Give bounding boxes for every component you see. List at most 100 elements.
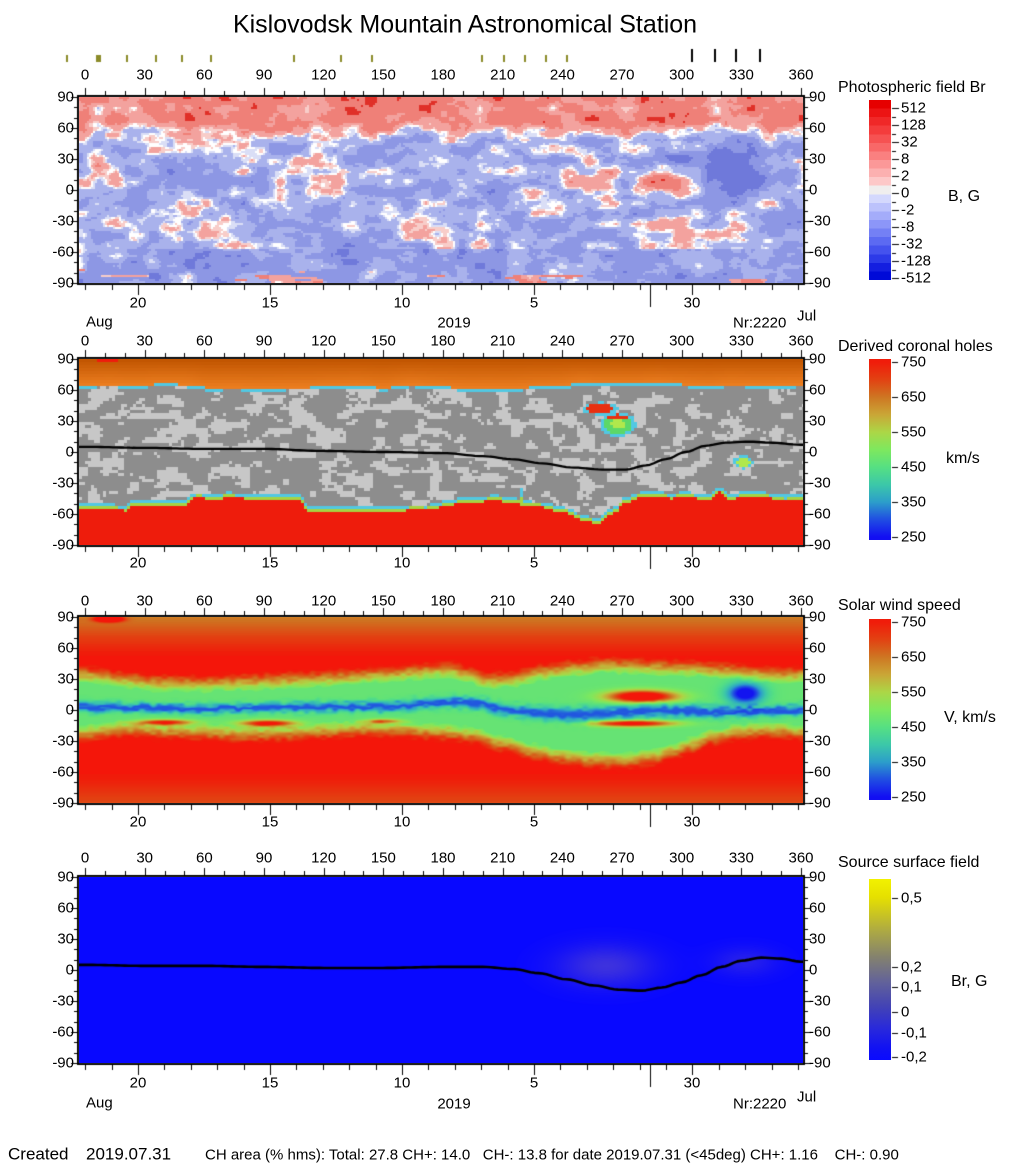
year-label: 2019 — [437, 314, 471, 332]
lon-tick-label: 180 — [430, 332, 456, 350]
source-surface-field-map — [79, 877, 803, 1063]
lat-tick-label: 0 — [809, 961, 818, 979]
lon-tick-label: 210 — [490, 332, 516, 350]
colorbar-tick-label: 0 — [901, 184, 910, 202]
lat-tick-label: -90 — [52, 794, 74, 812]
date-tick-label: 10 — [393, 813, 411, 831]
date-tick-label: 5 — [529, 554, 539, 572]
figure-title: Kislovodsk Mountain Astronomical Station — [232, 10, 698, 39]
colorbar-title-solar-wind: Solar wind speed — [838, 597, 961, 614]
lon-tick-label: 90 — [255, 849, 273, 867]
lon-tick-label: 270 — [609, 849, 635, 867]
lat-tick-label: 90 — [57, 350, 74, 368]
lon-tick-label: 0 — [80, 849, 90, 867]
lat-tick-label: 30 — [809, 412, 826, 430]
colorbar-tick-label: 750 — [901, 353, 927, 371]
rotation-number-label: Nr:2220 — [733, 314, 787, 332]
colorbar-unit-source-surface: Br, G — [951, 973, 988, 990]
lat-tick-label: -30 — [52, 992, 74, 1010]
lat-tick-label: 0 — [65, 701, 74, 719]
lat-tick-label: 60 — [809, 899, 826, 917]
lon-tick-label: 360 — [788, 849, 814, 867]
solar-wind-speed-map — [79, 617, 803, 803]
lon-tick-label: 120 — [311, 849, 337, 867]
lat-tick-label: -30 — [52, 474, 74, 492]
colorbar-title-photospheric: Photospheric field Br — [838, 79, 986, 96]
date-tick-label: 20 — [129, 813, 147, 831]
date-tick-label: 5 — [529, 1074, 539, 1092]
colorbar-tick-label: 128 — [901, 116, 927, 134]
date-tick-label: 20 — [129, 554, 147, 572]
colorbar-tick-label: 650 — [901, 648, 927, 666]
lon-tick-label: 30 — [136, 66, 153, 84]
lat-tick-label: -60 — [809, 763, 831, 781]
lon-tick-label: 30 — [136, 332, 153, 350]
lat-tick-label: 0 — [809, 181, 818, 199]
lon-tick-label: 30 — [136, 849, 153, 867]
month-label-aug-bottom: Aug — [86, 1094, 113, 1112]
lon-tick-label: 150 — [370, 849, 396, 867]
lat-tick-label: -90 — [809, 536, 831, 554]
month-label-jul-bottom: Jul — [797, 1088, 817, 1106]
lat-tick-label: 30 — [809, 670, 826, 688]
lon-tick-label: 0 — [80, 66, 90, 84]
lat-tick-label: -90 — [52, 1054, 74, 1072]
colorbar-unit-coronal-holes: km/s — [946, 450, 980, 467]
ch-area-summary: CH area (% hms): Total: 27.8 CH+: 14.0 C… — [205, 1146, 899, 1164]
lat-tick-label: -30 — [809, 992, 831, 1010]
lat-tick-label: 0 — [65, 181, 74, 199]
lat-tick-label: 60 — [809, 381, 826, 399]
lon-tick-label: 120 — [311, 332, 337, 350]
colorbar-tick-label: 8 — [901, 150, 910, 168]
lat-tick-label: 90 — [57, 868, 74, 886]
colorbar-gradient-coronal-holes — [869, 359, 891, 540]
lon-tick-label: 150 — [370, 66, 396, 84]
colorbar-gradient-photospheric — [869, 100, 891, 280]
colorbar-tick-label: -0,1 — [901, 1024, 927, 1042]
colorbar-gradient-source-surface — [869, 879, 891, 1060]
lon-tick-label: 0 — [80, 332, 90, 350]
lat-tick-label: -90 — [809, 274, 831, 292]
colorbar-tick-label: 0,1 — [901, 978, 922, 996]
date-tick-label: 30 — [683, 294, 701, 312]
colorbar-tick-label: -32 — [901, 235, 923, 253]
lat-tick-label: -90 — [809, 794, 831, 812]
lon-tick-label: 90 — [255, 592, 273, 610]
created-date: 2019.07.31 — [86, 1144, 172, 1164]
lat-tick-label: 60 — [57, 119, 74, 137]
date-tick-label: 15 — [261, 294, 279, 312]
lon-tick-label: 180 — [430, 592, 456, 610]
created-label: Created — [8, 1144, 69, 1164]
lon-tick-label: 300 — [669, 592, 695, 610]
colorbar-tick-label: 350 — [901, 493, 927, 511]
month-label-aug: Aug — [86, 313, 113, 331]
colorbar-tick-label: 350 — [901, 753, 927, 771]
lon-tick-label: 120 — [311, 66, 337, 84]
lon-tick-label: 60 — [195, 592, 213, 610]
lon-tick-label: 120 — [311, 592, 337, 610]
colorbar-tick-label: 0,5 — [901, 889, 922, 907]
date-tick-label: 5 — [529, 813, 539, 831]
lon-tick-label: 30 — [136, 592, 153, 610]
lat-tick-label: -60 — [809, 1023, 831, 1041]
lon-tick-label: 300 — [669, 849, 695, 867]
lon-tick-label: 210 — [490, 592, 516, 610]
lat-tick-label: -60 — [52, 763, 74, 781]
lat-tick-label: -90 — [52, 274, 74, 292]
colorbar-tick-label: -0,2 — [901, 1048, 927, 1066]
colorbar-tick-label: 512 — [901, 99, 927, 117]
colorbar-tick-label: 0 — [901, 1003, 910, 1021]
lon-tick-label: 360 — [788, 332, 814, 350]
lat-tick-label: -30 — [809, 732, 831, 750]
date-tick-label: 30 — [683, 554, 701, 572]
photospheric-field-map — [79, 97, 803, 283]
lat-tick-label: 30 — [809, 930, 826, 948]
date-tick-label: 5 — [529, 294, 539, 312]
lat-tick-label: 60 — [809, 119, 826, 137]
date-tick-label: 20 — [129, 1074, 147, 1092]
lat-tick-label: 90 — [809, 868, 826, 886]
lon-tick-label: 60 — [195, 849, 213, 867]
lat-tick-label: -60 — [809, 243, 831, 261]
colorbar-tick-label: 32 — [901, 133, 918, 151]
lat-tick-label: 30 — [57, 412, 74, 430]
